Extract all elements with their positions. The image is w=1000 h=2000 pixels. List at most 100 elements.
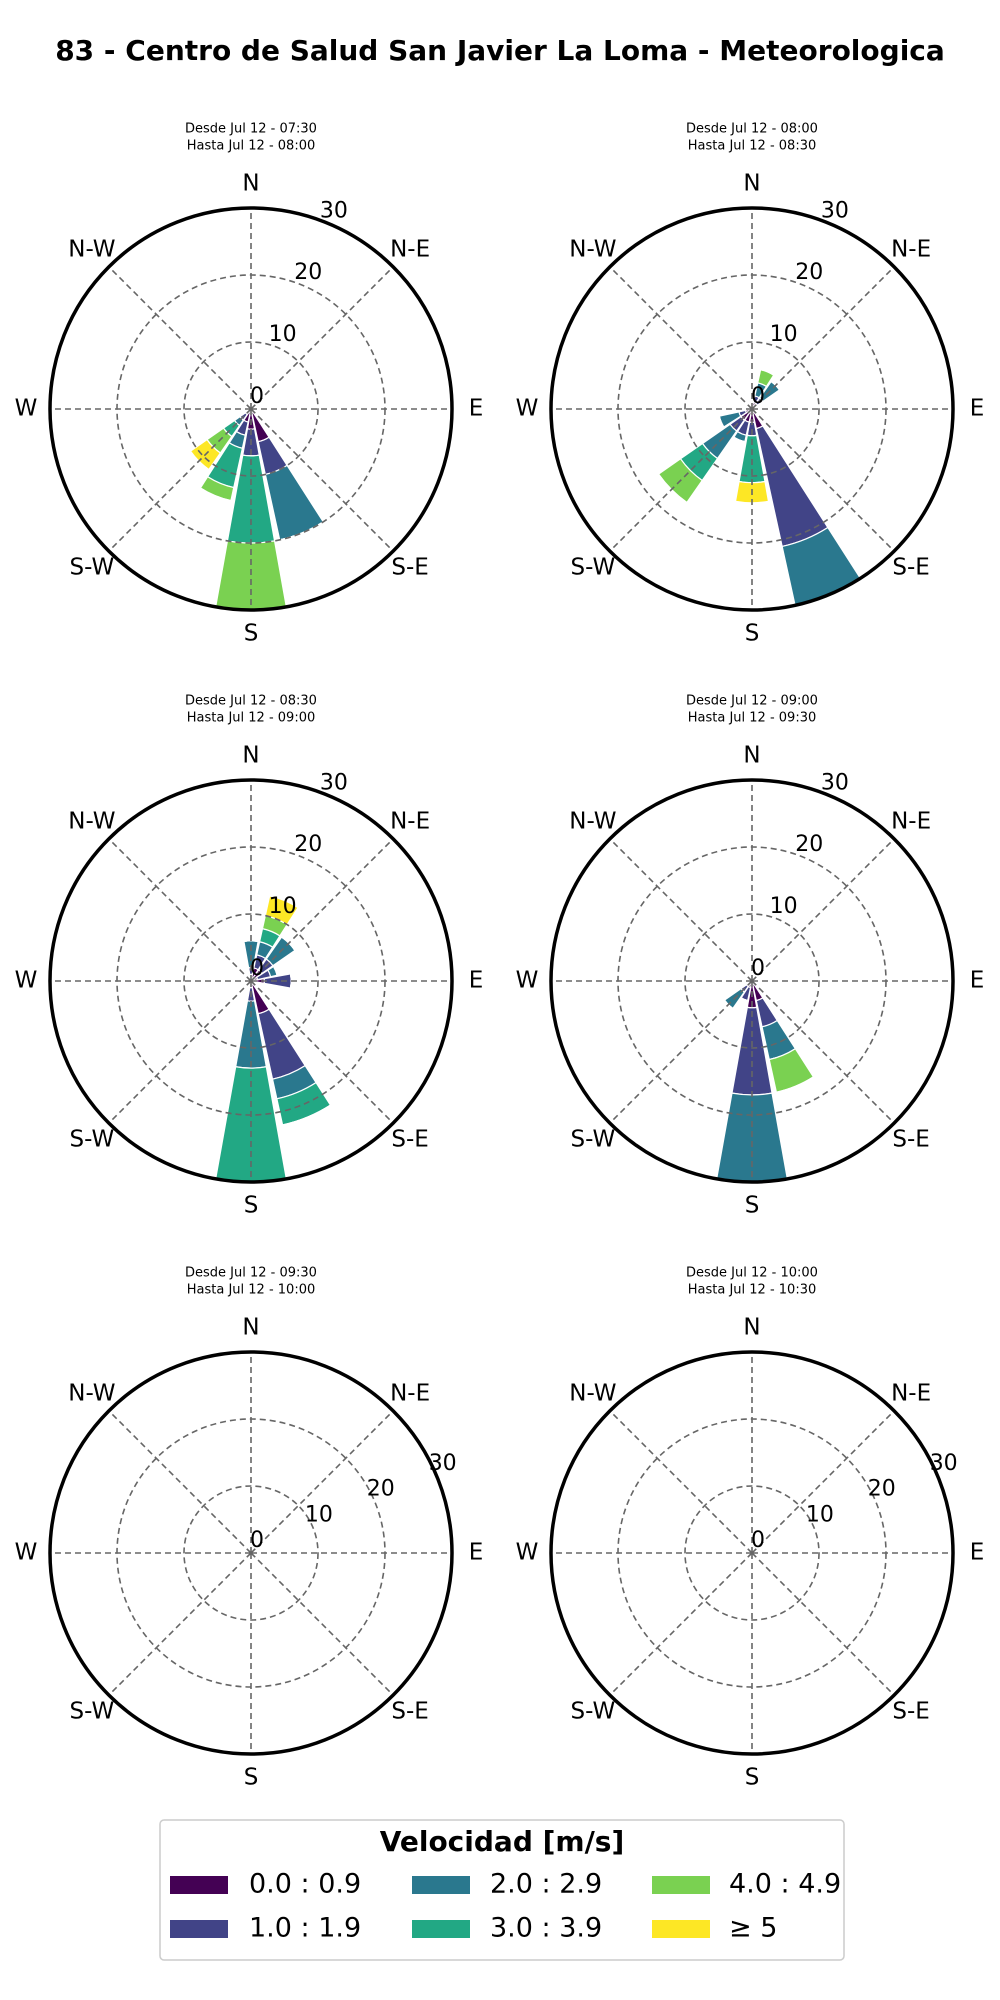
grid-spoke <box>108 838 252 982</box>
direction-label: S <box>244 621 259 647</box>
grid-spoke <box>751 838 895 982</box>
legend-swatch <box>652 1920 710 1938</box>
r-tick-label: 30 <box>320 198 348 223</box>
r-tick-label: 0 <box>751 384 765 409</box>
grid-spoke <box>250 980 394 1124</box>
r-tick-label: 20 <box>367 1477 395 1502</box>
legend-swatch <box>652 1876 710 1894</box>
chart-subtitle: Hasta Jul 12 - 09:30 <box>688 711 817 726</box>
direction-label: S-E <box>391 555 428 581</box>
direction-label: N-W <box>569 808 616 834</box>
r-tick-label: 30 <box>429 1451 457 1476</box>
direction-label: S-W <box>70 555 115 581</box>
direction-label: N <box>242 1315 259 1341</box>
r-tick-label: 10 <box>305 1502 333 1527</box>
chart-title: Desde Jul 12 - 10:00 <box>686 1266 818 1281</box>
wind-bar <box>289 973 292 989</box>
chart-subtitle: Hasta Jul 12 - 08:30 <box>688 139 817 154</box>
grid-spoke <box>751 980 895 1124</box>
polar-frame <box>549 778 955 1184</box>
direction-label: N <box>242 171 259 197</box>
grid-circle <box>684 1485 820 1621</box>
direction-label: E <box>469 396 484 422</box>
direction-label: N-W <box>569 236 616 262</box>
grid-circle <box>684 341 820 477</box>
grid-spoke <box>250 266 394 410</box>
r-tick-label: 10 <box>806 1502 834 1527</box>
wind-bar <box>264 895 299 926</box>
grid-spoke <box>751 1410 895 1554</box>
chart-title: Desde Jul 12 - 09:30 <box>185 1266 317 1281</box>
wind-bar <box>200 487 232 502</box>
legend-title: Velocidad [m/s] <box>380 1825 625 1858</box>
grid-circle <box>684 913 820 1049</box>
grid-spoke <box>609 1410 753 1554</box>
polar-frame <box>48 206 454 612</box>
direction-label: W <box>15 1540 38 1566</box>
grid-spoke <box>250 408 394 552</box>
direction-label: N <box>743 743 760 769</box>
wind-bar <box>776 1076 814 1093</box>
legend-label: ≥ 5 <box>729 1913 777 1944</box>
grid-spoke <box>751 1552 895 1696</box>
windrose: Desde Jul 12 - 10:00 Hasta Jul 12 - 10:30… <box>516 1266 985 1791</box>
r-tick-label: 30 <box>320 770 348 795</box>
r-tick-label: 0 <box>751 956 765 981</box>
legend-swatch <box>412 1876 470 1894</box>
direction-label: S-E <box>391 1127 428 1153</box>
r-tick-label: 30 <box>821 198 849 223</box>
grid-spoke <box>250 1410 394 1554</box>
grid-spoke <box>108 980 252 1124</box>
page-title: 83 - Centro de Salud San Javier La Loma … <box>55 34 945 67</box>
direction-label: N-E <box>891 1380 931 1406</box>
direction-label: N <box>242 743 259 769</box>
windrose: Desde Jul 12 - 08:30 Hasta Jul 12 - 09:00… <box>15 694 484 1219</box>
grid-spoke <box>108 266 252 410</box>
direction-label: N <box>743 1315 760 1341</box>
wind-bar <box>733 436 745 443</box>
chart-title: Desde Jul 12 - 09:00 <box>686 694 818 709</box>
legend-label: 4.0 : 4.9 <box>729 1869 841 1900</box>
direction-label: N-E <box>891 808 931 834</box>
direction-label: N-E <box>390 808 430 834</box>
direction-label: N-W <box>68 1380 115 1406</box>
direction-label: S <box>244 1193 259 1219</box>
direction-label: E <box>970 968 985 994</box>
wind-bar <box>755 425 829 548</box>
wind-bar <box>770 381 780 391</box>
direction-label: S-W <box>70 1127 115 1153</box>
direction-label: N-E <box>390 1380 430 1406</box>
windrose: Desde Jul 12 - 09:30 Hasta Jul 12 - 10:00… <box>15 1266 484 1791</box>
r-tick-label: 20 <box>294 260 322 285</box>
chart-subtitle: Hasta Jul 12 - 10:30 <box>688 1283 817 1298</box>
chart-subtitle: Hasta Jul 12 - 10:00 <box>187 1283 316 1298</box>
r-tick-label: 10 <box>770 322 798 347</box>
direction-label: S <box>244 1765 259 1791</box>
direction-label: E <box>469 968 484 994</box>
windrose: Desde Jul 12 - 07:30 Hasta Jul 12 - 08:00… <box>15 122 484 647</box>
chart-title: Desde Jul 12 - 08:30 <box>185 694 317 709</box>
grid-spoke <box>609 838 753 982</box>
r-tick-label: 20 <box>795 832 823 857</box>
grid-spoke <box>250 838 394 982</box>
legend-label: 1.0 : 1.9 <box>249 1913 361 1944</box>
grid-spoke <box>108 408 252 552</box>
r-tick-label: 20 <box>795 260 823 285</box>
r-tick-label: 10 <box>269 894 297 919</box>
direction-label: S <box>745 1765 760 1791</box>
direction-label: W <box>516 968 539 994</box>
windrose: Desde Jul 12 - 08:00 Hasta Jul 12 - 08:30… <box>516 122 985 647</box>
direction-label: W <box>516 396 539 422</box>
chart-subtitle: Hasta Jul 12 - 08:00 <box>187 139 316 154</box>
windrose: Desde Jul 12 - 09:00 Hasta Jul 12 - 09:30… <box>516 694 985 1219</box>
r-tick-label: 10 <box>269 322 297 347</box>
r-tick-label: 20 <box>294 832 322 857</box>
r-tick-label: 10 <box>770 894 798 919</box>
direction-label: N-E <box>390 236 430 262</box>
chart-subtitle: Hasta Jul 12 - 09:00 <box>187 711 316 726</box>
direction-label: S-E <box>892 1127 929 1153</box>
polar-frame <box>48 1350 454 1756</box>
direction-label: N-E <box>891 236 931 262</box>
legend-swatch <box>170 1920 228 1938</box>
